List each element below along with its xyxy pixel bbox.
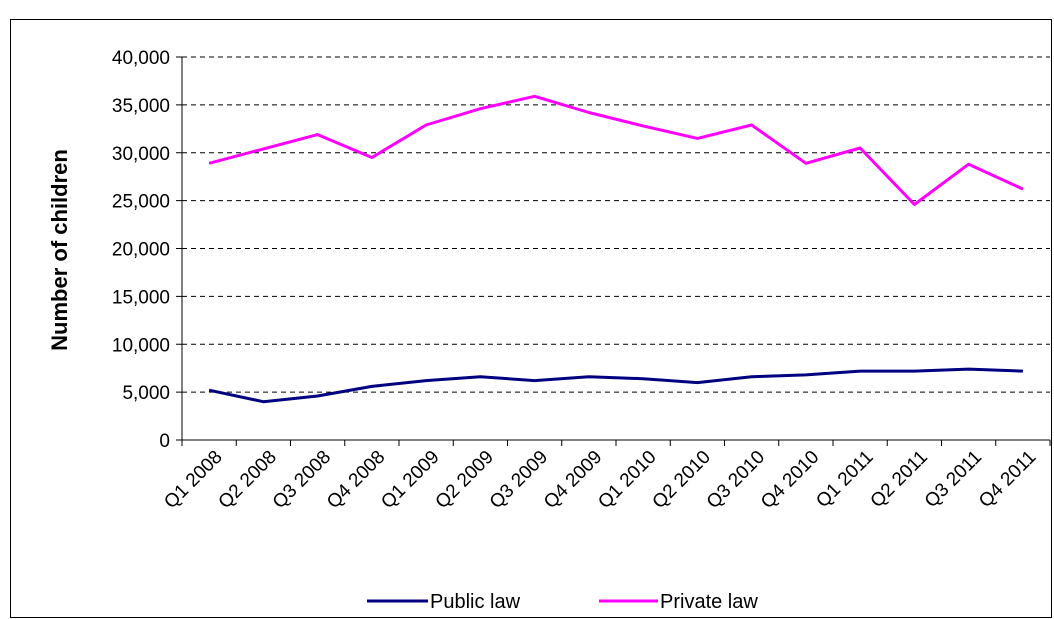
gridlines: [182, 56, 1050, 393]
y-tick-label: 40,000: [112, 48, 170, 69]
x-tick-label: Q4 2008: [323, 447, 389, 513]
x-tick-label: Q1 2009: [377, 447, 443, 513]
x-tick-label: Q2 2008: [215, 447, 281, 513]
x-tick-label: Q3 2009: [486, 447, 552, 513]
x-tick-label: Q1 2010: [594, 447, 660, 513]
y-tick-label: 25,000: [112, 192, 170, 213]
x-tick-label: Q2 2011: [867, 447, 932, 512]
x-tick-label: Q4 2010: [757, 447, 823, 513]
y-tick-label: 30,000: [112, 144, 170, 165]
x-tick-label: Q4 2009: [540, 447, 606, 513]
y-tick-label: 5,000: [122, 383, 170, 404]
y-tick-label: 10,000: [112, 335, 170, 356]
x-tick-label: Q1 2008: [160, 447, 226, 513]
x-tick-label: Q2 2009: [432, 447, 498, 513]
axes: [176, 56, 1051, 446]
series-lines: [208, 94, 1024, 404]
x-tick-label: Q1 2011: [812, 447, 877, 512]
y-tick-label: 0: [159, 431, 170, 452]
y-tick-label: 15,000: [112, 287, 170, 308]
legend: Public law Private law: [367, 591, 758, 613]
legend-label-private-law: Private law: [660, 591, 758, 613]
series-line-public-law: [208, 367, 1023, 404]
y-tick-labels: 0 5,000 10,000 15,000 20,000 25,000 30,000 35,0…: [112, 48, 170, 452]
chart-frame: [10, 19, 1052, 618]
x-tick-label: Q3 2008: [269, 447, 335, 513]
y-tick-label: 20,000: [112, 240, 170, 261]
x-tick-label: Q2 2010: [649, 447, 715, 513]
y-tick-label: 35,000: [112, 96, 170, 117]
x-tick-label: Q3 2011: [921, 447, 986, 512]
legend-label-public-law: Public law: [430, 591, 521, 613]
x-tick-label: Q3 2010: [703, 447, 769, 513]
y-axis-label: Number of children: [47, 149, 72, 351]
series-line-private-law: [208, 94, 1024, 206]
x-tick-label: Q4 2011: [975, 447, 1040, 512]
